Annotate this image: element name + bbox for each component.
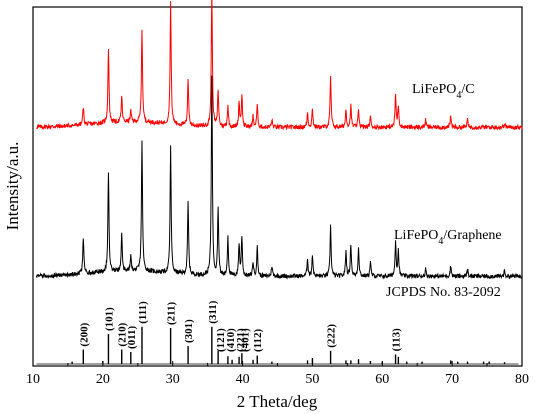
- hkl-label: (112): [252, 328, 264, 352]
- x-tick-label: 60: [375, 372, 389, 387]
- x-tick-label: 80: [515, 372, 529, 387]
- hkl-label: (211): [166, 301, 178, 325]
- hkl-label: (121): [215, 328, 227, 352]
- hkl-label: (101): [103, 307, 115, 331]
- hkl-label: (222): [326, 324, 338, 348]
- x-tick-label: 50: [305, 372, 319, 387]
- hkl-label: (111): [137, 301, 149, 324]
- hkl-label: (011): [126, 325, 138, 349]
- hkl-label: (401): [240, 328, 252, 352]
- x-tick-label: 20: [96, 372, 110, 387]
- reference-label: JCPDS No. 83-2092: [386, 285, 501, 300]
- series-label-lifepo4-c: LiFePO4/C: [412, 82, 475, 101]
- series-line: [35, 75, 523, 280]
- x-axis-ticks: 10 20 30 40 50 60 70 80: [26, 361, 529, 387]
- x-tick-label: 40: [236, 372, 250, 387]
- hkl-label: (301): [183, 319, 195, 343]
- x-tick-label: 70: [445, 372, 459, 387]
- x-tick-label: 10: [26, 372, 40, 387]
- x-tick-label: 30: [166, 372, 180, 387]
- reference-pattern: (200) (101)(210)(011)(111) (211) (301) (311)…: [36, 300, 519, 365]
- series-line: [36, 0, 523, 131]
- hkl-label: (311): [207, 300, 219, 324]
- x-axis-title: 2 Theta/deg: [237, 392, 318, 411]
- series-group: [35, 0, 523, 280]
- hkl-label: (200): [78, 322, 90, 346]
- series-label-lifepo4-graphene: LiFePO4/Graphene: [394, 228, 502, 247]
- hkl-label: (221): [235, 328, 247, 352]
- y-axis-title: Intensity/a.u.: [3, 142, 22, 231]
- hkl-label: (113): [391, 328, 403, 352]
- hkl-label: (410): [225, 328, 237, 352]
- hkl-label: (210): [117, 322, 129, 346]
